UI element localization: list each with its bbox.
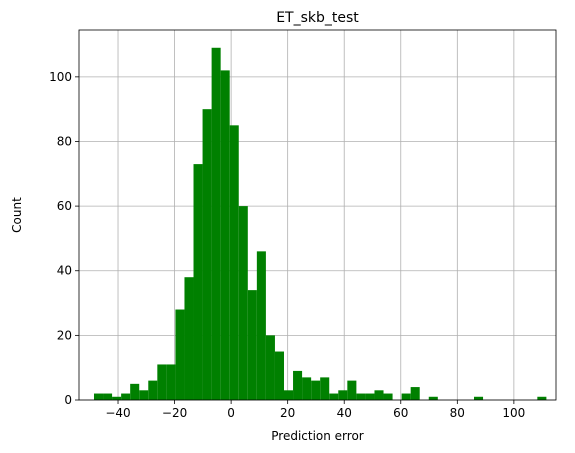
- histogram-bar: [202, 109, 212, 401]
- histogram-bar: [238, 206, 248, 400]
- x-tick-label: 0: [227, 406, 235, 420]
- histogram-bar: [184, 277, 194, 400]
- histogram-bar: [428, 396, 438, 400]
- chart-title: ET_skb_test: [276, 10, 359, 26]
- y-tick-label: 60: [57, 199, 72, 213]
- histogram-bar: [247, 290, 257, 400]
- x-tick-label: 60: [393, 406, 408, 420]
- y-tick-label: 40: [57, 264, 72, 278]
- histogram-bar: [537, 396, 547, 400]
- histogram-bar: [103, 393, 113, 400]
- histogram-bar: [320, 377, 330, 400]
- histogram-bar: [365, 393, 375, 400]
- x-tick-label: −20: [162, 406, 187, 420]
- histogram-bar: [265, 335, 275, 400]
- histogram-bar: [148, 380, 158, 400]
- histogram-bar: [256, 251, 266, 400]
- x-axis-label: Prediction error: [271, 429, 364, 443]
- histogram-bar: [121, 393, 131, 400]
- histogram-bar: [93, 393, 104, 400]
- x-tick-label: 80: [450, 406, 465, 420]
- plot-area: [79, 30, 556, 400]
- histogram-bar: [139, 390, 149, 400]
- y-tick-label: 20: [57, 328, 72, 342]
- x-tick-label: 100: [502, 406, 525, 420]
- plot-frame: [78, 29, 557, 401]
- histogram-bar: [166, 364, 176, 400]
- histogram-bar: [274, 351, 284, 400]
- histogram-bar: [283, 390, 294, 400]
- histogram-bar: [347, 380, 357, 400]
- histogram-bar: [112, 396, 122, 400]
- histogram-bar: [302, 377, 312, 400]
- histogram-bar: [401, 393, 411, 400]
- x-tick-label: 20: [280, 406, 295, 420]
- histogram-bars: [93, 47, 547, 401]
- histogram-bar: [374, 390, 384, 400]
- histogram-bar: [220, 70, 230, 401]
- y-tick-label: 100: [49, 70, 72, 84]
- histogram-bar: [410, 387, 420, 400]
- histogram-bar: [130, 383, 140, 400]
- histogram-bar: [474, 396, 484, 400]
- histogram-bar: [338, 390, 348, 400]
- histogram-bar: [157, 364, 167, 400]
- x-tick-label: −40: [105, 406, 130, 420]
- histogram-bar: [293, 370, 303, 400]
- histogram-bar: [356, 393, 366, 400]
- y-tick-label: 0: [64, 393, 72, 407]
- histogram-bar: [229, 125, 239, 400]
- y-axis-label: Count: [10, 197, 24, 233]
- histogram-bar: [383, 393, 393, 400]
- y-tick-label: 80: [57, 134, 72, 148]
- histogram-bar: [311, 380, 321, 400]
- axis-ticks: −40 −20 0 20 40 60 80 100 0 20 40 60 80 100: [49, 70, 525, 420]
- histogram-bar: [193, 164, 203, 400]
- histogram-bar: [175, 309, 185, 400]
- histogram-bar: [329, 393, 339, 400]
- x-tick-label: 40: [337, 406, 352, 420]
- histogram-bar: [211, 47, 221, 401]
